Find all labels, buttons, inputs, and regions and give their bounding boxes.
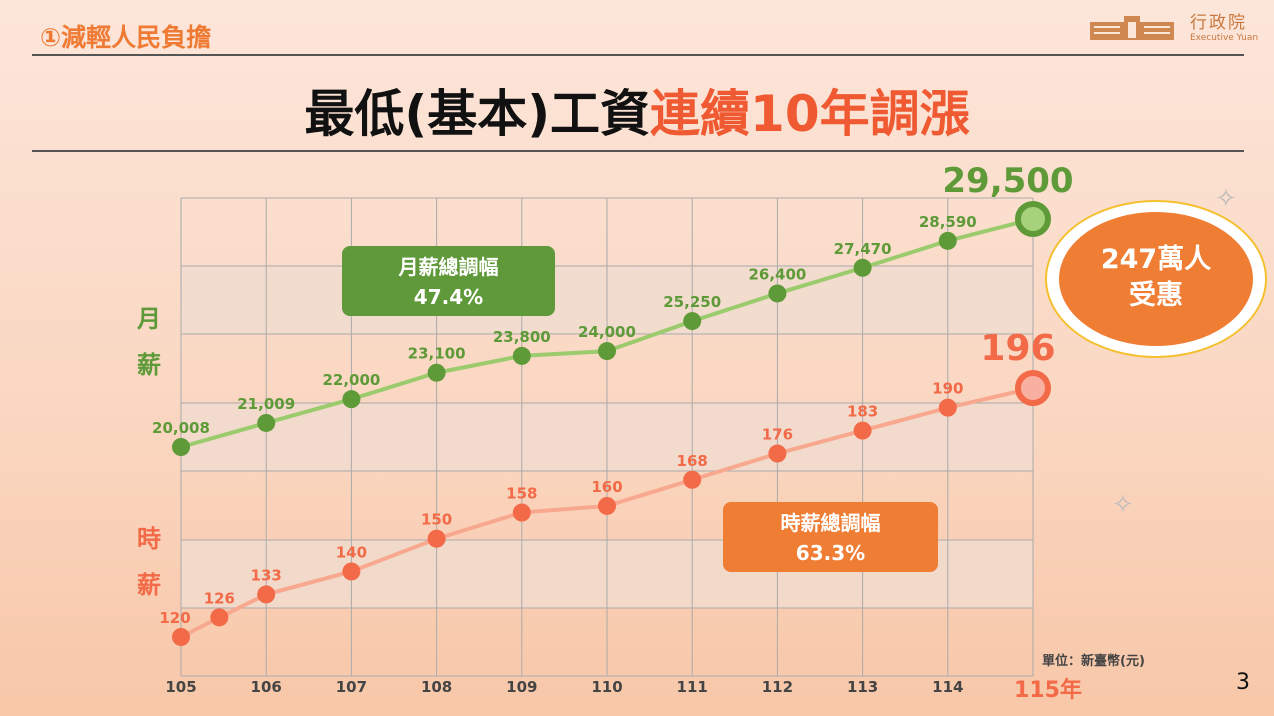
hourly-point bbox=[342, 562, 361, 581]
hourly-point bbox=[598, 496, 616, 515]
monthly-data-label: 20,008 bbox=[152, 419, 210, 437]
monthly-data-label: 22,000 bbox=[322, 371, 380, 389]
x-tick-label: 113 bbox=[847, 678, 878, 696]
hourly-point bbox=[172, 628, 190, 646]
hourly-data-label: 168 bbox=[677, 452, 708, 470]
x-tick-label: 108 bbox=[421, 678, 452, 696]
x-tick-label: 107 bbox=[336, 678, 367, 696]
hourly-data-label: 176 bbox=[762, 426, 793, 444]
hourly-data-label: 158 bbox=[506, 485, 537, 503]
hourly-data-label: 190 bbox=[932, 380, 963, 398]
beneficiaries-text: 受惠 bbox=[1129, 280, 1183, 311]
monthly-side-label: 月薪 bbox=[137, 305, 161, 379]
monthly-data-label: 25,250 bbox=[663, 293, 721, 311]
monthly-point bbox=[598, 342, 616, 361]
monthly-point bbox=[257, 413, 276, 432]
monthly-data-label: 23,800 bbox=[493, 328, 551, 346]
monthly-data-label: 23,100 bbox=[408, 345, 466, 363]
x-tick-label: 111 bbox=[677, 678, 708, 696]
hourly-data-label: 120 bbox=[159, 609, 190, 627]
x-tick-label: 115年 bbox=[1014, 677, 1082, 703]
monthly-point bbox=[1015, 201, 1051, 238]
hourly-data-label: 133 bbox=[251, 566, 282, 584]
hourly-data-label: 183 bbox=[847, 403, 878, 421]
monthly-data-label: 24,000 bbox=[578, 323, 636, 341]
hourly-point bbox=[938, 398, 957, 417]
logo-cn: 行政院 bbox=[1190, 13, 1247, 33]
page-title: 最低(基本)工資連續10年調漲 bbox=[0, 74, 1274, 146]
monthly-data-label: 28,590 bbox=[919, 213, 977, 231]
title-part2: 連續10年調漲 bbox=[650, 85, 970, 143]
monthly-data-label: 26,400 bbox=[748, 265, 806, 283]
monthly-point bbox=[853, 258, 872, 277]
x-tick-label: 105 bbox=[165, 678, 196, 696]
title-part1: 最低(基本)工資 bbox=[304, 85, 651, 143]
monthly-increase-box: 月薪總調幅 47.4% bbox=[342, 246, 555, 316]
hourly-point bbox=[683, 470, 702, 489]
hourly-point bbox=[427, 529, 446, 548]
monthly-point bbox=[172, 438, 190, 456]
monthly-point bbox=[938, 231, 957, 250]
sparkle-icon: ✧ bbox=[1112, 490, 1134, 520]
hourly-data-label: 150 bbox=[421, 511, 452, 529]
monthly-data-label: 21,009 bbox=[237, 395, 295, 413]
hourly-increase-box: 時薪總調幅 63.3% bbox=[723, 502, 938, 572]
hourly-point bbox=[1015, 370, 1051, 407]
hourly-data-label: 140 bbox=[336, 543, 367, 561]
logo-text: 行政院 Executive Yuan bbox=[1190, 8, 1258, 43]
divider bbox=[32, 54, 1244, 56]
sparkle-icon: ✧ bbox=[1215, 184, 1237, 214]
x-tick-label: 109 bbox=[506, 678, 537, 696]
beneficiaries-count: 247萬人 bbox=[1100, 244, 1212, 275]
hourly-data-label: 160 bbox=[591, 478, 622, 496]
box-value: 63.3% bbox=[795, 541, 866, 565]
hourly-point bbox=[210, 608, 229, 627]
box-title: 月薪總調幅 bbox=[398, 255, 499, 279]
beneficiaries-badge: 247萬人 受惠 bbox=[1045, 200, 1267, 358]
hourly-point bbox=[853, 421, 872, 440]
hourly-point bbox=[512, 503, 531, 522]
divider bbox=[32, 150, 1244, 152]
box-title: 時薪總調幅 bbox=[780, 511, 881, 535]
monthly-point bbox=[427, 363, 446, 382]
hourly-point bbox=[257, 585, 276, 604]
monthly-point bbox=[768, 284, 787, 303]
section-heading: ①減輕人民負擔 bbox=[40, 23, 212, 52]
monthly-data-label: 27,470 bbox=[834, 240, 892, 258]
x-tick-label: 106 bbox=[251, 678, 282, 696]
page-number: 3 bbox=[1236, 670, 1250, 695]
x-tick-label: 114 bbox=[932, 678, 963, 696]
monthly-data-label: 29,500 bbox=[942, 161, 1073, 201]
unit-label: 單位：新臺幣(元) bbox=[1042, 654, 1145, 669]
hourly-point bbox=[768, 444, 787, 463]
x-tick-label: 112 bbox=[762, 678, 793, 696]
x-tick-label: 110 bbox=[591, 678, 622, 696]
monthly-point bbox=[342, 390, 361, 409]
hourly-side-label: 時薪 bbox=[137, 525, 161, 599]
monthly-point bbox=[512, 346, 531, 365]
box-value: 47.4% bbox=[413, 285, 484, 309]
executive-yuan-building-logo bbox=[1090, 16, 1174, 40]
logo-en: Executive Yuan bbox=[1190, 33, 1259, 43]
hourly-data-label: 196 bbox=[980, 328, 1055, 369]
monthly-point bbox=[683, 312, 702, 331]
hourly-data-label: 126 bbox=[204, 589, 235, 607]
